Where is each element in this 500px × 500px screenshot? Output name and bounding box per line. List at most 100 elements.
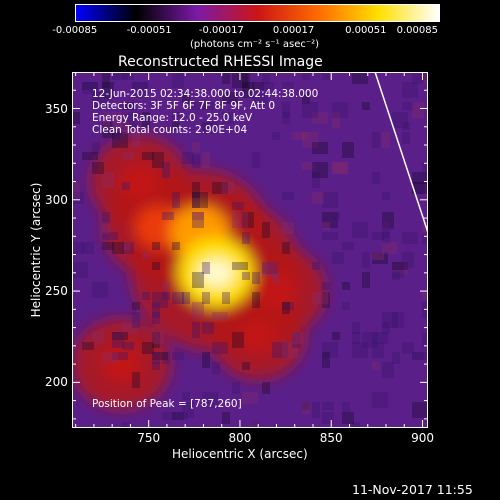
residual-speckle xyxy=(402,122,410,130)
residual-speckle xyxy=(262,72,270,84)
residual-speckle xyxy=(82,152,98,160)
colorbar-tick-label: -0.00017 xyxy=(198,25,244,36)
residual-speckle xyxy=(302,132,318,148)
residual-speckle xyxy=(192,212,204,220)
residual-speckle xyxy=(322,352,330,368)
residual-speckle xyxy=(402,252,414,268)
residual-speckle xyxy=(242,82,250,94)
residual-speckle xyxy=(392,312,404,328)
residual-speckle xyxy=(382,192,390,200)
residual-speckle xyxy=(382,322,390,334)
residual-speckle xyxy=(262,222,270,238)
colorbar-tick-label: 0.00085 xyxy=(396,25,438,36)
residual-speckle xyxy=(212,182,228,194)
residual-speckle xyxy=(92,162,104,174)
residual-speckle xyxy=(102,222,110,234)
x-tick-label: 900 xyxy=(411,431,434,445)
residual-speckle xyxy=(382,222,390,238)
residual-speckle xyxy=(422,222,428,234)
residual-speckle xyxy=(272,132,280,140)
residual-speckle xyxy=(372,392,388,408)
residual-speckle xyxy=(252,272,260,284)
residual-speckle xyxy=(202,352,210,368)
residual-speckle xyxy=(322,282,330,290)
residual-speckle xyxy=(372,252,384,260)
residual-speckle xyxy=(182,402,194,418)
residual-speckle xyxy=(152,242,160,250)
x-tick-label: 750 xyxy=(137,431,161,445)
residual-speckle xyxy=(282,192,294,200)
x-axis-label: Heliocentric X (arcsec) xyxy=(172,447,308,461)
residual-speckle xyxy=(412,102,424,118)
residual-speckle xyxy=(392,272,400,280)
residual-speckle xyxy=(422,232,428,244)
residual-speckle xyxy=(312,192,324,204)
residual-speckle xyxy=(312,402,320,418)
residual-speckle xyxy=(152,312,160,324)
residual-speckle xyxy=(82,242,94,254)
residual-speckle xyxy=(132,302,140,310)
residual-speckle xyxy=(292,132,308,140)
x-tick-label: 800 xyxy=(228,431,252,445)
residual-speckle xyxy=(312,262,320,270)
residual-speckle xyxy=(122,122,130,130)
residual-speckle xyxy=(222,72,230,84)
residual-speckle xyxy=(352,322,360,334)
residual-speckle xyxy=(322,402,334,410)
heat-source-core xyxy=(256,272,297,310)
residual-speckle xyxy=(102,212,110,224)
heatmap-svg xyxy=(72,72,428,428)
residual-speckle xyxy=(122,322,138,334)
residual-speckle xyxy=(132,312,140,328)
info-detectors: Detectors: 3F 5F 6F 7F 8F 9F, Att 0 xyxy=(92,100,276,112)
residual-speckle xyxy=(212,312,228,320)
residual-speckle xyxy=(252,152,260,168)
residual-speckle xyxy=(192,302,204,318)
residual-speckle xyxy=(282,302,290,314)
residual-speckle xyxy=(152,332,164,344)
residual-speckle xyxy=(122,422,130,428)
residual-speckle xyxy=(422,72,428,80)
residual-speckle xyxy=(92,282,108,298)
residual-speckle xyxy=(312,292,328,304)
residual-speckle xyxy=(122,242,134,254)
residual-speckle xyxy=(152,262,160,270)
residual-speckle xyxy=(152,292,168,308)
residual-speckle xyxy=(222,412,230,424)
residual-speckle xyxy=(212,362,220,374)
residual-speckle xyxy=(142,112,150,128)
y-tick-label: 350 xyxy=(45,101,68,116)
residual-speckle xyxy=(112,332,124,348)
residual-speckle xyxy=(332,102,348,118)
residual-speckle xyxy=(172,112,180,120)
colorbar-tick-label: -0.00051 xyxy=(126,25,172,36)
residual-speckle xyxy=(332,112,340,128)
residual-speckle xyxy=(112,132,128,148)
residual-speckle xyxy=(162,352,170,364)
residual-speckle xyxy=(122,112,138,128)
residual-speckle xyxy=(412,182,428,194)
residual-speckle xyxy=(162,162,170,178)
residual-speckle xyxy=(92,92,108,108)
heat-peak-core xyxy=(198,258,235,287)
residual-speckle xyxy=(132,82,148,98)
residual-speckle xyxy=(102,352,118,364)
residual-speckle xyxy=(192,272,204,288)
residual-speckle xyxy=(332,252,344,264)
residual-speckle xyxy=(202,122,218,134)
residual-speckle xyxy=(172,352,184,360)
residual-speckle xyxy=(382,132,390,148)
residual-speckle xyxy=(372,252,388,264)
y-tick-label: 300 xyxy=(45,192,68,207)
info-energy-range: Energy Range: 12.0 - 25.0 keV xyxy=(92,112,253,124)
residual-speckle xyxy=(362,272,370,288)
residual-speckle xyxy=(192,192,208,208)
residual-speckle xyxy=(332,332,340,340)
residual-speckle xyxy=(252,292,260,308)
colorbar-tick-label: -0.00085 xyxy=(52,25,98,36)
residual-speckle xyxy=(352,422,360,428)
residual-speckle xyxy=(122,182,130,190)
residual-speckle xyxy=(342,302,350,310)
residual-speckle xyxy=(72,192,84,204)
plot-title: Reconstructed RHESSI Image xyxy=(118,54,323,70)
